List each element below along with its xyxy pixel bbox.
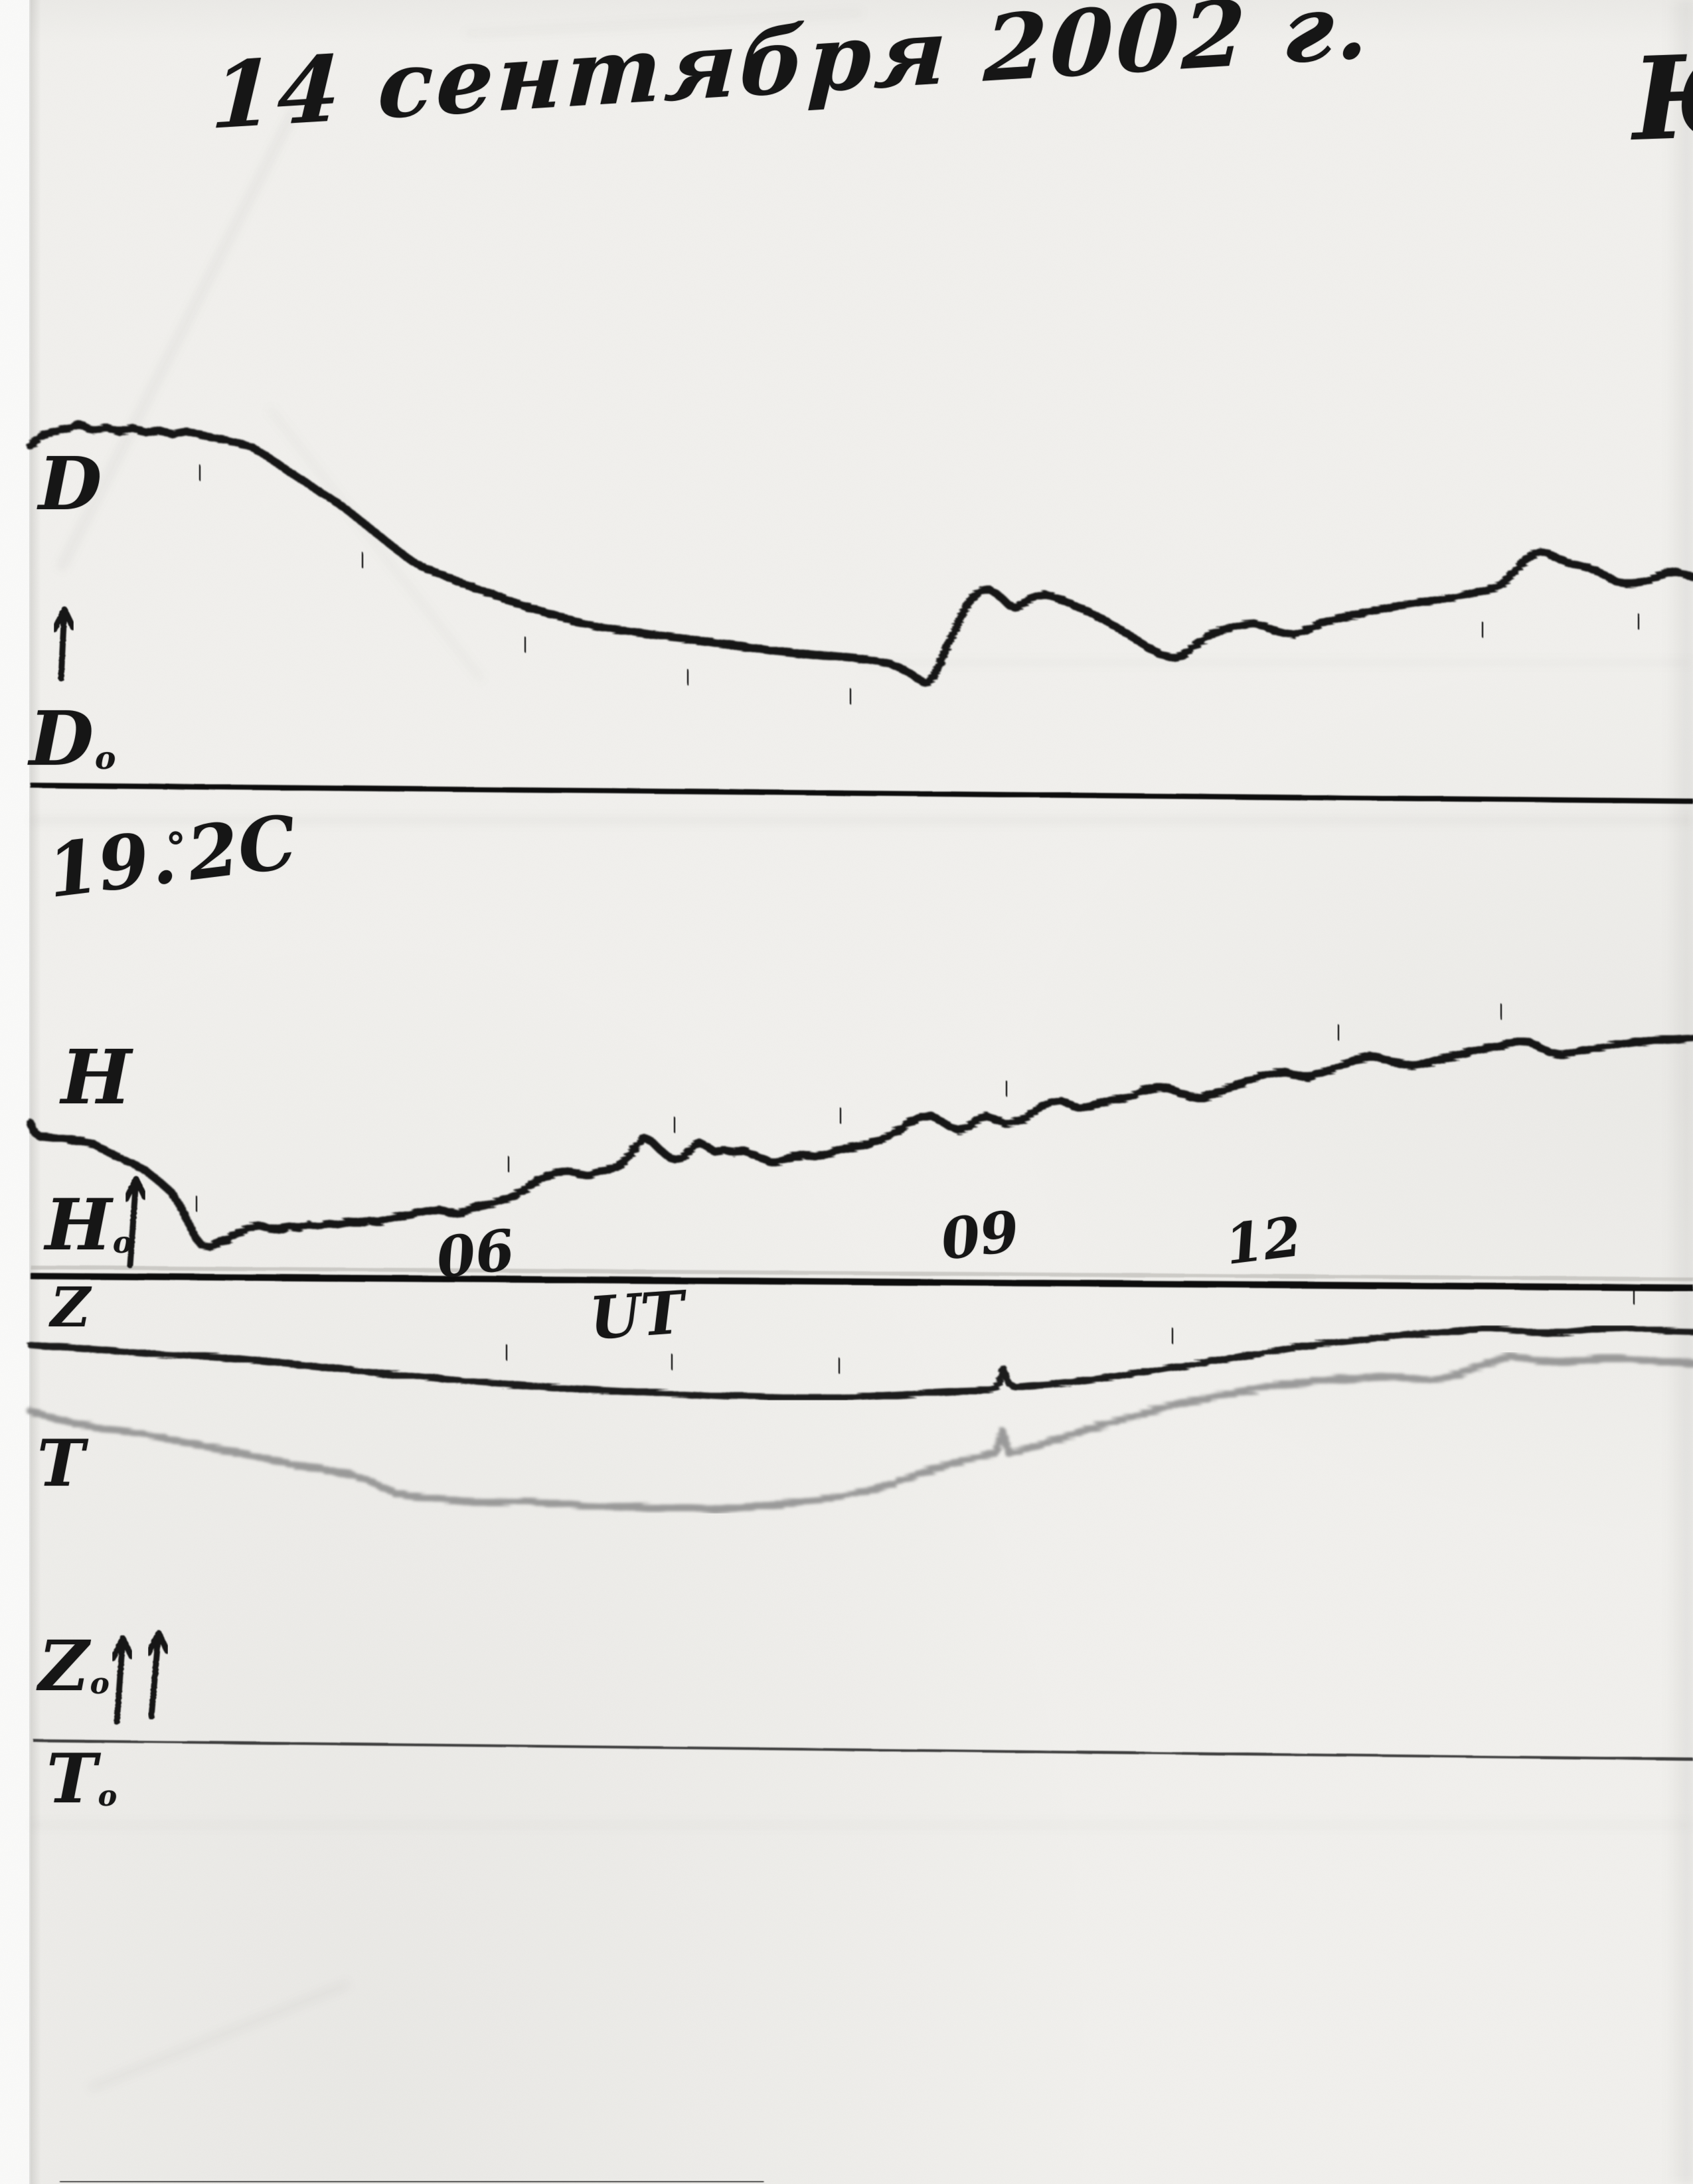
z0-t0-baseline bbox=[33, 1739, 1693, 1760]
d-hour-tick bbox=[848, 688, 853, 705]
d-hour-tick bbox=[523, 636, 528, 653]
baseline-label-z0-main: Z bbox=[39, 1625, 89, 1707]
time-axis-unit: UT bbox=[587, 1277, 686, 1353]
time-label-12: 12 bbox=[1222, 1204, 1305, 1277]
t-trace bbox=[27, 1353, 1693, 1513]
time-label-06: 06 bbox=[432, 1216, 519, 1291]
baseline-label-z0: Zo bbox=[39, 1625, 110, 1707]
paper-grain-texture bbox=[31, 0, 1693, 2184]
h-hour-tick bbox=[1336, 1024, 1341, 1041]
z-hour-tick bbox=[1631, 1288, 1637, 1305]
d-hour-tick bbox=[685, 668, 690, 686]
z0-up-arrow-1-icon bbox=[110, 1635, 135, 1725]
h-trace bbox=[27, 1034, 1693, 1251]
baseline-label-t0-sub: o bbox=[98, 1780, 118, 1814]
time-label-09: 09 bbox=[937, 1198, 1023, 1273]
h-hour-tick bbox=[506, 1156, 511, 1173]
d0-baseline bbox=[30, 783, 1693, 804]
h0-up-arrow-icon bbox=[123, 1176, 148, 1269]
h-hour-tick bbox=[194, 1195, 199, 1212]
baseline-label-h0-main: H bbox=[45, 1183, 112, 1266]
d-hour-tick bbox=[197, 464, 202, 481]
d-up-arrow-icon bbox=[51, 606, 76, 682]
temperature-suffix: 2C bbox=[183, 799, 301, 897]
d-trace bbox=[27, 421, 1693, 688]
trace-label-z: Z bbox=[50, 1276, 90, 1340]
baseline-label-h0-sub: o bbox=[112, 1225, 133, 1261]
baseline-label-z0-sub: o bbox=[90, 1667, 110, 1701]
d-hour-tick bbox=[1636, 613, 1641, 630]
baseline-label-t0-main: T bbox=[46, 1739, 97, 1819]
baseline-label-t0: To bbox=[46, 1739, 117, 1819]
z-hour-tick bbox=[1170, 1327, 1175, 1344]
h0-baseline bbox=[30, 1273, 1693, 1291]
trace-label-h: H bbox=[61, 1034, 131, 1121]
trace-label-d: D bbox=[39, 441, 102, 526]
baseline-label-d0-sub: o bbox=[95, 740, 116, 777]
z0-up-arrow-2-icon bbox=[145, 1630, 171, 1720]
d-hour-tick bbox=[360, 552, 365, 569]
h-hour-tick bbox=[1498, 1003, 1504, 1020]
temperature-value: 19 bbox=[42, 817, 154, 914]
baseline-label-h0: Ho bbox=[45, 1183, 133, 1266]
trace-label-t: T bbox=[37, 1426, 85, 1501]
h-hour-tick bbox=[1004, 1080, 1009, 1097]
scan-bottom-edge bbox=[59, 2180, 764, 2183]
d-hour-tick bbox=[1480, 621, 1485, 638]
h-hour-tick bbox=[672, 1117, 677, 1133]
z-trace bbox=[27, 1324, 1693, 1401]
z-hour-tick bbox=[669, 1354, 675, 1371]
z-hour-tick bbox=[837, 1357, 842, 1374]
baseline-label-d0-main: D bbox=[29, 696, 94, 783]
station-letter: Ю bbox=[1629, 27, 1693, 167]
h-hour-tick bbox=[838, 1107, 843, 1125]
h0-baseline-echo bbox=[30, 1265, 1693, 1281]
baseline-label-d0: Do bbox=[29, 696, 116, 783]
z-hour-tick bbox=[504, 1344, 509, 1361]
